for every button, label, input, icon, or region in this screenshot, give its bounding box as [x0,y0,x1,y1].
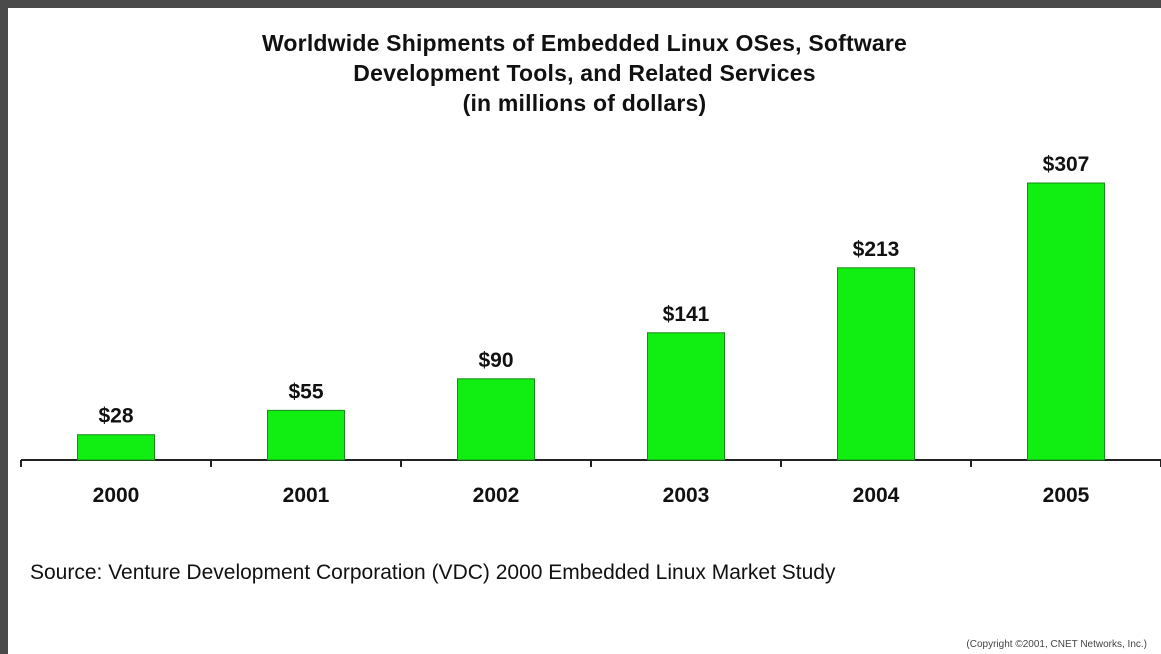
x-tick-label-2004: 2004 [853,484,900,507]
bar-2003 [647,332,725,461]
bar-2001 [267,409,345,461]
data-label-2003: $141 [663,303,710,326]
chart-title-line-3: (in millions of dollars) [462,90,707,116]
x-tick-label-2000: 2000 [93,484,140,507]
x-tick-label-2001: 2001 [283,484,330,507]
data-label-2002: $90 [478,349,513,372]
bar-chart: $28 2000 $55 2001 $90 2002 $141 2003 $213 2004 $30… [20,153,1161,507]
chart-title-line-1: Worldwide Shipments of Embedded Linux OS… [261,30,908,56]
bar-2004 [837,267,915,461]
data-label-2001: $55 [288,380,323,403]
chart-title-line-2: Development Tools, and Related Services [353,60,816,86]
data-label-2004: $213 [853,238,900,261]
chart-panel: Worldwide Shipments of Embedded Linux OS… [8,8,1161,654]
bar-2002 [457,378,535,461]
x-tick-label-2003: 2003 [663,484,710,507]
x-tick-label-2002: 2002 [473,484,520,507]
bar-2000 [77,434,155,461]
x-tick-label-2005: 2005 [1043,484,1090,507]
data-label-2005: $307 [1043,153,1090,176]
bar-2005 [1027,182,1105,461]
source-note: Source: Venture Development Corporation … [30,561,836,584]
copyright-note: (Copyright ©2001, CNET Networks, Inc.) [966,639,1147,650]
data-label-2000: $28 [98,405,133,428]
